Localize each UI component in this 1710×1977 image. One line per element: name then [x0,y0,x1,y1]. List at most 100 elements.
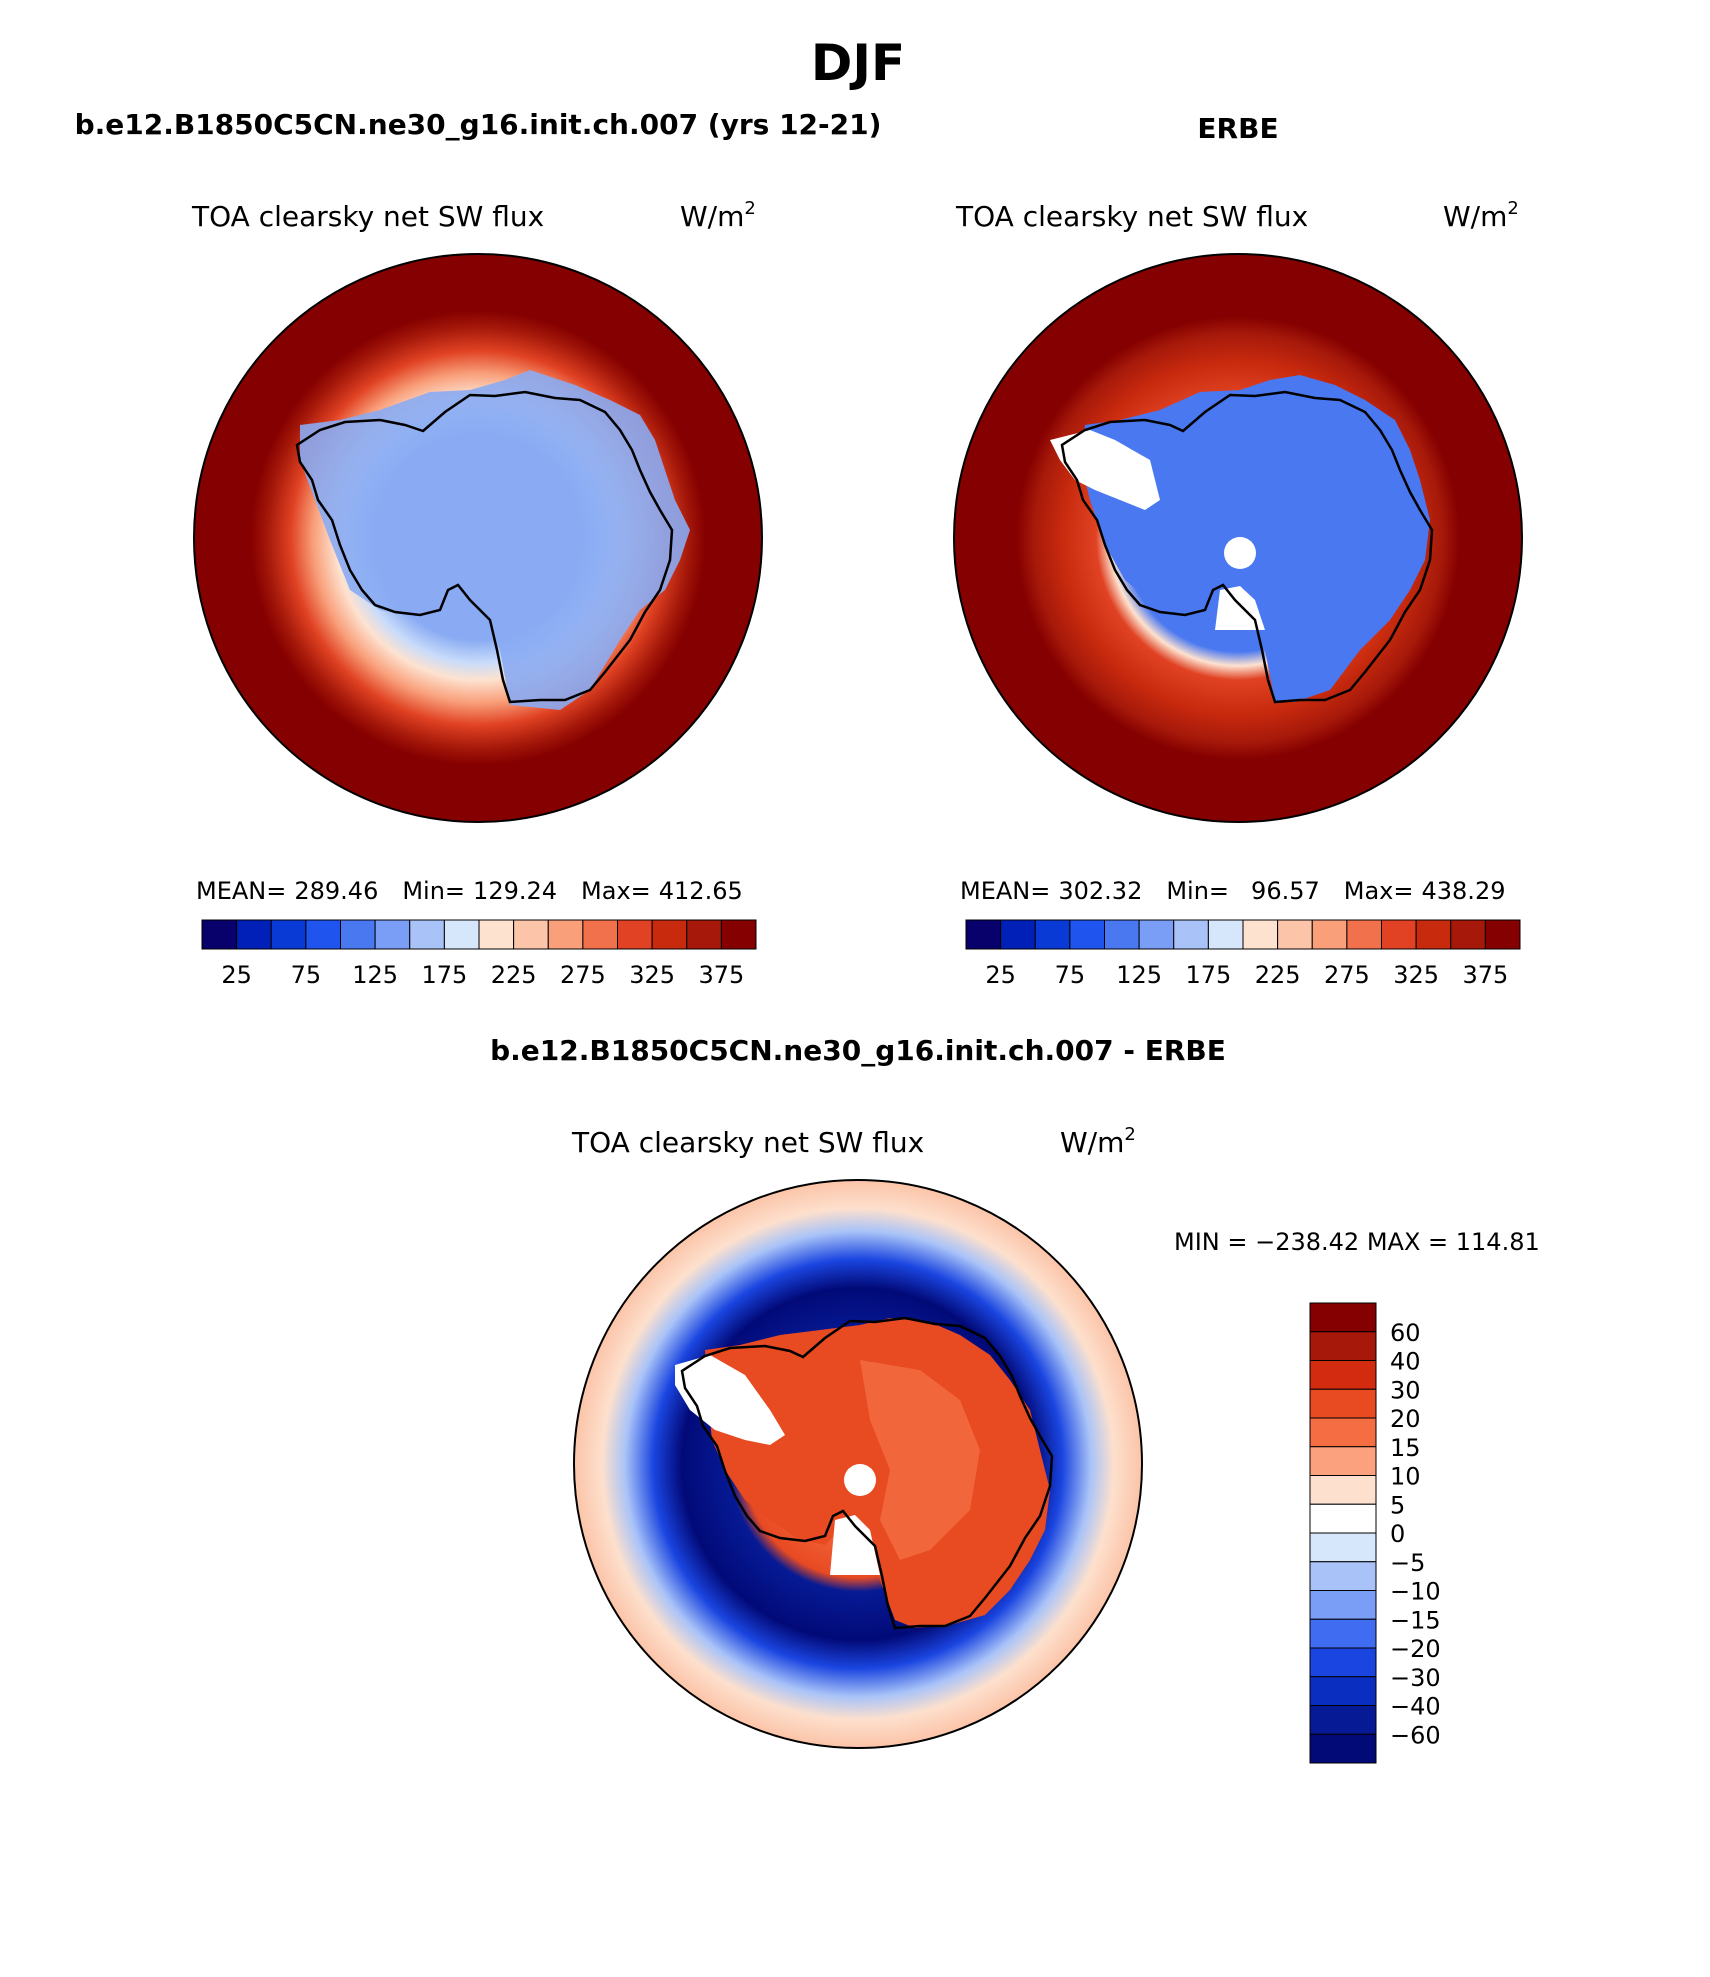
panel1-colorbar-cell [686,919,722,950]
panel2-coastline [1060,390,1434,704]
panel2-colorbar-tick: 275 [1324,961,1370,989]
panel1-mean-value: 289.46 [294,877,378,905]
panel2-colorbar-tick: 175 [1185,961,1231,989]
panel1-colorbar-tick: 75 [291,961,322,989]
panel1-units-exp: 2 [744,198,755,219]
panel1-colorbar-tick: 375 [698,961,744,989]
panel3-map-border [573,1179,1143,1749]
panel1-min-label: Min= [402,877,465,905]
panel3-interior-patch [860,1360,980,1560]
panel1-colorbar: 25 75 125 175 225 275 325 375 [201,919,757,989]
panel1-min-value: 129.24 [473,877,557,905]
panel2-missing-patch [1050,430,1160,510]
panel3-colorbar-tick: 0 [1390,1520,1405,1548]
panel1-colorbar-tick: 175 [421,961,467,989]
panel2-mean-label: MEAN= [960,877,1050,905]
panel3-colorbar-cell [1309,1360,1377,1390]
panel2: TOA clearsky net SW flux W/m2 MEAN= 302.3… [953,198,1523,989]
panel3-colorbar-tick: −20 [1390,1635,1441,1663]
panel2-colorbar-cell [1069,919,1105,950]
panel3-header: b.e12.B1850C5CN.ne30_g16.init.ch.007 - E… [490,1034,1226,1067]
panel3-units: W/m2 [1060,1124,1136,1159]
panel1-colorbar-cell [270,919,307,950]
panel1-colorbar-cell [236,919,272,950]
panel3-colorbar-tick: −15 [1390,1606,1441,1634]
panel2-units: W/m2 [1443,198,1519,233]
panel2-header: ERBE [1197,112,1278,145]
panel1: TOA clearsky net SW flux W/m2 MEAN= 289.4… [191,198,763,989]
panel3-icesheet-fill [705,1318,1050,1628]
panel2-colorbar-cell [1346,919,1382,950]
panel3-colorbar-cell [1309,1733,1377,1764]
panel3-colorbar-tick: 15 [1390,1434,1421,1462]
panel2-colorbar: 25 75 125 175 225 275 325 375 [965,919,1521,989]
panel3-colorbar-cell [1309,1532,1377,1563]
panel2-colorbar-tick: 325 [1393,961,1439,989]
panel2-colorbar-cell [1207,919,1244,950]
panel2-mean-value: 302.32 [1058,877,1142,905]
panel1-colorbar-cell [409,919,445,950]
panel3-colorbar-cell [1309,1388,1377,1419]
panel2-plot-title: TOA clearsky net SW flux [955,200,1308,233]
panel1-colorbar-cell [513,919,549,950]
panel2-colorbar-cell [1242,919,1279,950]
panel2-units-exp: 2 [1507,198,1518,219]
panel3-colorbar-cell [1309,1561,1377,1591]
panel1-header: b.e12.B1850C5CN.ne30_g16.init.ch.007 (yr… [75,108,882,141]
panel1-colorbar-cell [720,919,757,950]
panel3-missing-ross [830,1515,880,1575]
panel1-colorbar-tick: 325 [629,961,675,989]
panel1-icesheet-fill [300,370,690,710]
panel1-colorbar-cell [201,919,238,950]
panel1-colorbar-cell [547,919,584,950]
panel3-colorbar-tick: 40 [1390,1348,1421,1376]
panel2-colorbar-tick: 225 [1255,961,1301,989]
panel2-stats: MEAN= 302.32 Min= 96.57 Max= 438.29 [960,877,1505,905]
panel1-map-border [193,253,763,823]
panel1-units: W/m2 [680,198,756,233]
panel1-colorbar-cell [617,919,653,950]
panel1-colorbar-tick: 25 [221,961,252,989]
panel3-colorbar-tick: 5 [1390,1491,1405,1519]
panel3-plot-title: TOA clearsky net SW flux [571,1126,924,1159]
panel2-colorbar-cell [1104,919,1140,950]
panel2-colorbar-cell [1173,919,1209,950]
panel1-colorbar-cell [651,919,688,950]
panel1-max-value: 412.65 [659,877,743,905]
panel2-colorbar-cell [1484,919,1521,950]
panel3-colorbar-cell [1309,1705,1377,1735]
panel1-colorbar-cell [478,919,515,950]
panel1-colorbar-cell [340,919,376,950]
panel1-colorbar-tick: 275 [560,961,606,989]
panel3-colorbar-tick: −40 [1390,1693,1441,1721]
panel3-colorbar-cell [1309,1331,1377,1361]
panel3-colorbar-tick: 60 [1390,1319,1421,1347]
panel1-colorbar-tick: 225 [491,961,537,989]
panel1-max-label: Max= [581,877,651,905]
panel2-units-base: W/m [1443,200,1507,233]
panel2-colorbar-cell [1034,919,1071,950]
panel3-colorbar-cell [1309,1302,1377,1333]
panel3-units-base: W/m [1060,1126,1124,1159]
panel3-colorbar-cell [1309,1417,1377,1448]
panel2-min-value: 96.57 [1251,877,1320,905]
panel1-colorbar-cell [374,919,411,950]
panel3-colorbar-cell [1309,1503,1377,1534]
panel1-colorbar-cell [443,919,480,950]
panel3-colorbar-cell [1309,1618,1377,1649]
panel2-pole-hole [1224,537,1256,569]
panel3-missing-patch [675,1355,785,1445]
panel3-colorbar-cell [1309,1676,1377,1706]
panel3-colorbar-tick: −60 [1390,1721,1441,1749]
panel2-map-border [953,253,1523,823]
panel1-plot-title: TOA clearsky net SW flux [191,200,544,233]
panel1-stats: MEAN= 289.46 Min= 129.24 Max= 412.65 [196,877,743,905]
panel2-map [954,254,1522,822]
panel3-colorbar-tick: 30 [1390,1376,1421,1404]
panel2-colorbar-tick: 25 [985,961,1016,989]
panel2-colorbar-cell [1415,919,1452,950]
panel2-colorbar-cell [1000,919,1036,950]
page-title: DJF [811,34,905,92]
